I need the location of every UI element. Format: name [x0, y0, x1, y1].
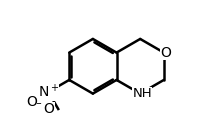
Text: O: O [26, 95, 37, 109]
Text: N$^+$: N$^+$ [38, 83, 59, 101]
Text: $^-$O: $^-$O [31, 102, 56, 116]
Text: NH: NH [132, 87, 152, 100]
Text: O: O [160, 46, 171, 60]
